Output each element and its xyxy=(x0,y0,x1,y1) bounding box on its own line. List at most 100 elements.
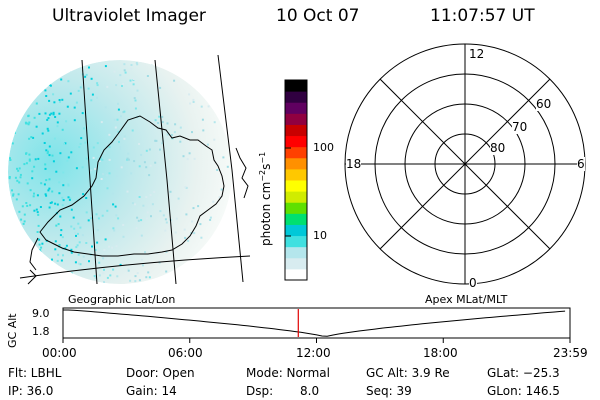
emission-speckle xyxy=(74,231,77,234)
emission-speckle xyxy=(157,122,160,124)
time-tick-label: 12:00 xyxy=(296,346,331,360)
emission-speckle xyxy=(95,213,98,216)
emission-speckle xyxy=(26,182,29,185)
emission-speckle xyxy=(59,215,62,218)
emission-speckle xyxy=(47,129,50,132)
emission-speckle xyxy=(159,148,161,151)
emission-speckle xyxy=(62,254,64,257)
emission-speckle xyxy=(76,244,79,247)
emission-speckle xyxy=(59,100,61,103)
emission-speckle xyxy=(108,245,111,248)
emission-speckle xyxy=(61,204,64,207)
emission-speckle xyxy=(21,205,24,208)
emission-speckle xyxy=(44,193,47,196)
emission-speckle xyxy=(165,270,168,273)
emission-speckle xyxy=(119,148,122,151)
emission-speckle xyxy=(54,248,57,251)
seq-info: Seq: 39 xyxy=(366,384,412,398)
emission-speckle xyxy=(201,118,204,121)
emission-speckle xyxy=(18,210,21,213)
emission-speckle xyxy=(10,219,13,222)
emission-speckle xyxy=(31,177,34,180)
emission-speckle xyxy=(18,167,21,170)
emission-speckle xyxy=(113,70,116,73)
emission-speckle xyxy=(22,89,25,92)
emission-speckle xyxy=(21,256,24,259)
emission-speckle xyxy=(96,229,99,232)
emission-speckle xyxy=(129,79,132,82)
emission-speckle xyxy=(216,169,219,171)
emission-speckle xyxy=(193,232,196,235)
emission-speckle xyxy=(53,137,56,140)
emission-speckle xyxy=(217,272,220,275)
emission-speckle xyxy=(48,113,51,116)
colorbar-segment xyxy=(285,124,307,137)
emission-speckle xyxy=(68,279,71,282)
emission-speckle xyxy=(46,152,49,155)
emission-speckle xyxy=(215,109,218,112)
emission-speckle xyxy=(83,62,86,64)
emission-speckle xyxy=(8,208,11,211)
emission-speckle xyxy=(129,279,132,282)
emission-speckle xyxy=(159,86,162,89)
emission-speckle xyxy=(48,187,51,190)
emission-speckle xyxy=(182,155,185,158)
emission-speckle xyxy=(11,86,14,89)
emission-speckle xyxy=(136,63,139,66)
emission-speckle xyxy=(213,244,216,246)
emission-speckle xyxy=(153,191,156,193)
emission-speckle xyxy=(104,238,107,241)
emission-speckle xyxy=(25,152,27,155)
emission-speckle xyxy=(124,284,126,286)
emission-speckle xyxy=(68,61,71,64)
emission-speckle xyxy=(13,110,16,113)
glat-info: GLat: −25.3 xyxy=(487,366,560,380)
emission-speckle xyxy=(73,106,76,109)
emission-speckle xyxy=(30,60,33,63)
emission-speckle xyxy=(79,142,82,145)
emission-speckle xyxy=(33,209,36,212)
emission-speckle xyxy=(126,158,129,161)
emission-speckle xyxy=(25,98,28,101)
emission-speckle xyxy=(8,177,11,180)
emission-speckle xyxy=(45,95,48,97)
emission-speckle xyxy=(199,223,202,226)
colorbar-segment xyxy=(285,135,307,148)
emission-speckle xyxy=(31,170,34,173)
parallel-line xyxy=(19,255,251,279)
emission-speckle xyxy=(230,81,232,83)
emission-speckle xyxy=(13,278,16,281)
colorbar-unit-label: photon cm−2s−1 xyxy=(258,151,273,246)
emission-speckle xyxy=(62,171,65,174)
emission-speckle xyxy=(51,190,54,193)
emission-speckle xyxy=(78,241,81,244)
emission-speckle xyxy=(19,96,21,99)
time-tick-label: 23:59 xyxy=(553,346,588,360)
emission-speckle xyxy=(16,117,19,120)
emission-speckle xyxy=(185,283,188,284)
emission-speckle xyxy=(223,266,226,269)
emission-speckle xyxy=(19,234,22,237)
emission-speckle xyxy=(98,274,101,277)
emission-speckle xyxy=(48,178,51,181)
emission-speckle xyxy=(20,218,23,221)
emission-speckle xyxy=(44,280,47,283)
emission-speckle xyxy=(10,132,13,135)
colorbar-segment xyxy=(285,102,307,114)
emission-speckle xyxy=(18,87,21,90)
glon-info: GLon: 146.5 xyxy=(487,384,560,398)
emission-speckle xyxy=(44,89,47,92)
ip-info: IP: 36.0 xyxy=(8,384,54,398)
colorbar-segment xyxy=(285,180,307,192)
emission-speckle xyxy=(48,206,51,209)
emission-speckle xyxy=(62,199,65,202)
emission-speckle xyxy=(85,157,88,160)
emission-speckle xyxy=(60,229,63,232)
emission-speckle xyxy=(58,244,61,246)
emission-speckle xyxy=(188,93,191,96)
emission-speckle xyxy=(96,241,99,244)
altitude-timeline xyxy=(62,307,571,343)
emission-speckle xyxy=(56,275,59,278)
emission-speckle xyxy=(46,258,49,261)
emission-speckle xyxy=(50,112,53,115)
